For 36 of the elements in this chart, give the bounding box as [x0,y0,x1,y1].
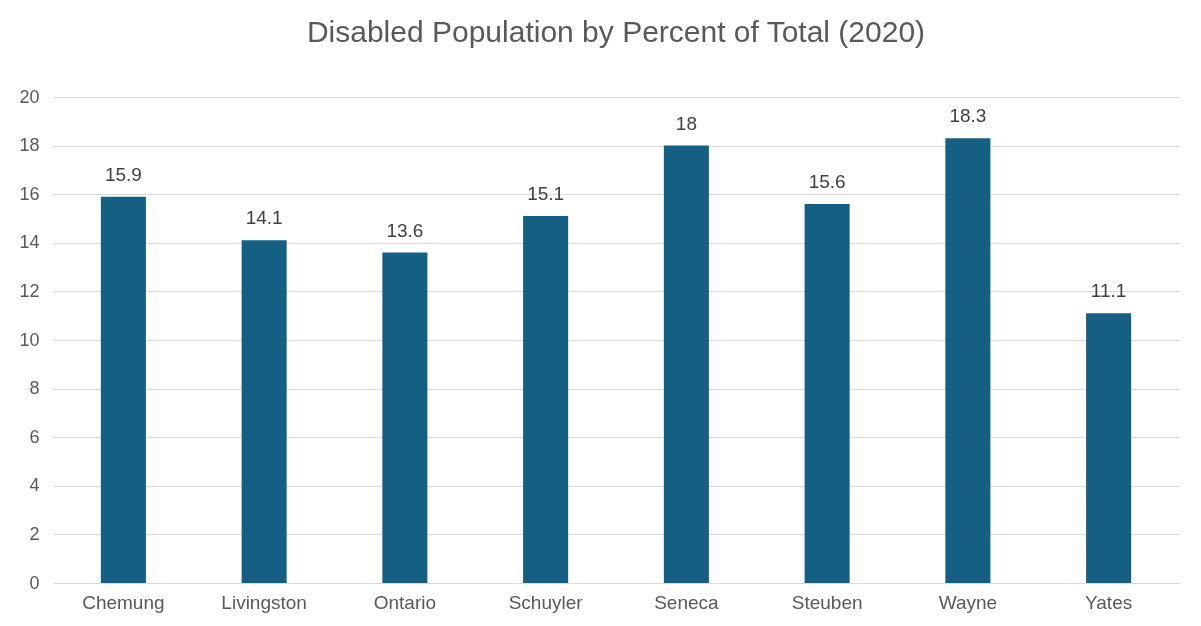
bar [945,138,991,583]
bar [241,240,287,583]
bar [100,196,146,583]
y-tick-label: 18 [19,135,40,156]
y-tick-label: 6 [29,426,40,447]
data-label: 15.1 [527,183,565,205]
bar [804,203,850,583]
y-tick-label: 16 [19,183,40,204]
bar [523,216,569,583]
data-label: 13.6 [386,219,424,241]
y-tick-label: 12 [19,280,40,301]
y-tick-label: 2 [29,523,40,544]
data-label: 18.3 [949,105,987,127]
y-tick-label: 4 [29,475,40,496]
x-tick-label: Seneca [654,591,720,613]
y-tick-label: 14 [19,232,40,253]
x-tick-label: Schuyler [508,591,584,613]
y-tick-label: 8 [29,378,40,399]
chart-title: Disabled Population by Percent of Total (2020) [306,15,926,48]
data-label: 15.9 [104,163,142,185]
x-tick-label: Ontario [373,591,437,613]
data-label: 15.6 [808,170,846,192]
data-label: 11.1 [1090,280,1127,302]
bar [1086,313,1132,583]
y-tick-label: 20 [19,86,40,107]
data-label: 14.1 [245,207,283,229]
y-tick-label: 10 [19,329,40,350]
x-tick-label: Livingston [221,591,307,613]
x-tick-label: Wayne [938,591,998,613]
bar [663,145,709,583]
x-tick-label: Yates [1085,591,1133,613]
x-tick-label: Chemung [82,591,165,613]
y-tick-label: 0 [29,572,40,593]
data-label: 18 [675,112,697,134]
x-tick-label: Steuben [791,591,863,613]
bar [382,252,428,583]
